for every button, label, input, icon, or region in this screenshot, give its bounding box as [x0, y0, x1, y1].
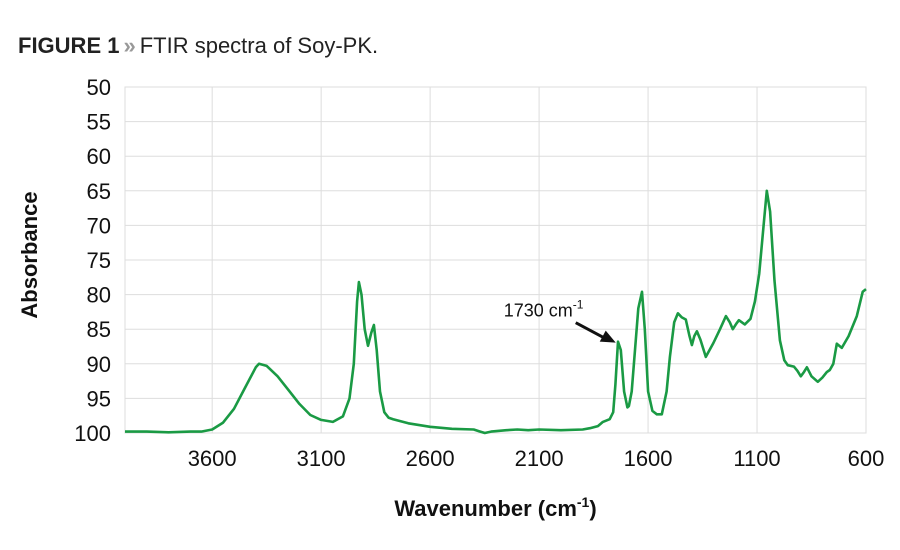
- arrow-head-icon: [599, 330, 616, 343]
- y-tick-label: 55: [87, 110, 111, 135]
- y-tick-label: 65: [87, 179, 111, 204]
- y-tick-label: 80: [87, 283, 111, 308]
- annotation-label: 1730 cm-1: [504, 298, 584, 321]
- y-tick-label: 75: [87, 248, 111, 273]
- y-tick-label: 85: [87, 317, 111, 342]
- x-tick-label: 2100: [515, 446, 564, 471]
- x-tick-label: 2600: [406, 446, 455, 471]
- x-axis-label: Wavenumber (cm-1): [394, 494, 596, 521]
- figure-title: FIGURE 1» FTIR spectra of Soy-PK.: [18, 33, 378, 59]
- separator-icon: »: [123, 33, 136, 58]
- figure-label: FIGURE 1: [18, 33, 120, 58]
- x-tick-label: 600: [848, 446, 885, 471]
- y-tick-label: 95: [87, 386, 111, 411]
- y-axis-label: Absorbance: [17, 191, 42, 318]
- y-tick-label: 50: [87, 75, 111, 100]
- x-tick-label: 3600: [188, 446, 237, 471]
- y-tick-label: 70: [87, 213, 111, 238]
- y-tick-label: 100: [74, 421, 111, 446]
- x-tick-label: 1100: [733, 446, 780, 471]
- annotation-arrow-shaft: [575, 321, 607, 340]
- figure-caption: FTIR spectra of Soy-PK.: [139, 33, 379, 58]
- spectrum-line: [125, 189, 867, 435]
- y-tick-label: 60: [87, 144, 111, 169]
- y-tick-label: 90: [87, 352, 111, 377]
- x-tick-label: 3100: [297, 446, 346, 471]
- x-tick-label: 1600: [624, 446, 673, 471]
